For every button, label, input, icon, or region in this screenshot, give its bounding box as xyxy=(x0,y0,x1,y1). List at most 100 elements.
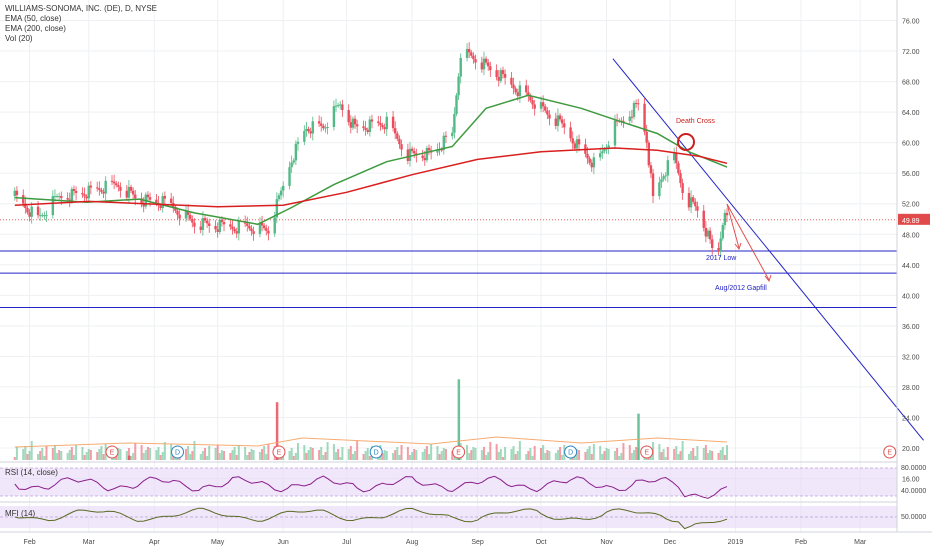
volume-bar xyxy=(525,454,528,460)
candle-body xyxy=(592,157,596,168)
candle-body xyxy=(588,158,591,163)
candle-body xyxy=(214,225,217,230)
candle-body xyxy=(489,66,492,71)
mfi-band xyxy=(0,506,897,528)
volume-bar xyxy=(229,453,232,460)
candle-body xyxy=(83,194,86,197)
candle-body xyxy=(216,229,219,232)
volume-bar xyxy=(305,453,308,460)
time-tick-label: Sep xyxy=(471,539,484,546)
volume-bar xyxy=(214,448,217,460)
candle-body xyxy=(281,185,285,191)
volume-bar xyxy=(554,453,557,460)
volume-bar xyxy=(233,447,236,460)
volume-bar xyxy=(132,453,135,460)
candle-body xyxy=(30,206,33,217)
volume-bar xyxy=(96,452,99,460)
mfi-pane-label: MFI (14) xyxy=(5,509,36,518)
volume-bar xyxy=(117,448,120,460)
volume-bar xyxy=(470,450,473,460)
volume-bar xyxy=(130,456,133,460)
volume-bar xyxy=(149,448,152,460)
candle-body xyxy=(453,114,456,133)
volume-bar xyxy=(630,453,633,460)
volume-bar xyxy=(694,456,697,460)
candle-body xyxy=(413,151,416,154)
volume-bar xyxy=(561,455,564,460)
volume-bar xyxy=(423,449,426,460)
candle-body xyxy=(15,190,19,196)
volume-bar xyxy=(675,446,678,460)
volume-bar xyxy=(320,447,323,460)
volume-bar xyxy=(516,451,519,460)
time-tick-label: Jun xyxy=(278,539,289,546)
candle-body xyxy=(689,197,693,208)
rsi-line xyxy=(14,475,728,499)
volume-bar xyxy=(146,447,149,460)
candle-body xyxy=(451,132,454,137)
candle-body xyxy=(104,180,107,194)
volume-bar xyxy=(303,445,306,460)
volume-bar xyxy=(533,446,536,460)
earnings-marker-text: E xyxy=(456,450,461,457)
candle-body xyxy=(292,160,295,163)
volume-bar xyxy=(717,453,720,460)
volume-bar xyxy=(451,451,454,460)
candle-body xyxy=(112,181,116,184)
volume-bar xyxy=(125,451,128,460)
volume-bar xyxy=(518,441,521,460)
volume-bar xyxy=(252,450,255,460)
volume-spike-bar xyxy=(637,413,640,460)
candle-body xyxy=(142,203,145,207)
candle-body xyxy=(533,104,536,109)
candle-body xyxy=(193,222,196,227)
time-tick-label: Feb xyxy=(795,539,807,546)
price-tick-label: 60.00 xyxy=(902,141,920,148)
volume-bar xyxy=(250,449,253,460)
volume-bar xyxy=(81,447,84,460)
volume-bar xyxy=(428,454,431,460)
candle-body xyxy=(201,218,205,230)
volume-bar xyxy=(263,446,266,460)
candle-body xyxy=(235,231,238,234)
time-tick-label: Mar xyxy=(83,539,96,546)
candle-body xyxy=(307,128,310,132)
volume-bar xyxy=(588,446,591,460)
volume-bar xyxy=(248,452,251,460)
earnings-marker-text: E xyxy=(277,450,282,457)
candle-body xyxy=(377,121,380,124)
time-tick-label: Jul xyxy=(342,539,351,546)
candle-body xyxy=(503,73,507,78)
volume-bar xyxy=(425,446,428,460)
volume-bar xyxy=(709,450,712,460)
candle-body xyxy=(74,190,78,193)
volume-bar xyxy=(199,454,202,460)
volume-bar xyxy=(666,447,669,460)
candle-body xyxy=(427,147,431,151)
ema50-line xyxy=(14,94,728,226)
volume-bar xyxy=(246,455,249,460)
volume-bar xyxy=(39,451,42,460)
volume-bar xyxy=(527,451,530,460)
candle-body xyxy=(205,220,209,224)
volume-bar xyxy=(394,450,397,460)
candle-body xyxy=(474,59,477,63)
candle-body xyxy=(398,138,401,145)
volume-bar xyxy=(719,450,722,460)
last-price-tag xyxy=(898,213,930,225)
volume-bar xyxy=(258,452,261,460)
volume-bar xyxy=(622,443,625,460)
candle-body xyxy=(486,62,490,67)
price-tick-label: 48.00 xyxy=(902,232,920,239)
volume-bar xyxy=(658,444,661,460)
candle-body xyxy=(246,223,249,226)
volume-bar xyxy=(45,446,48,460)
candle-body xyxy=(457,76,460,96)
candle-body xyxy=(81,192,84,195)
volume-bar xyxy=(679,451,682,460)
candle-body xyxy=(548,114,551,119)
candle-body xyxy=(708,230,712,240)
candle-body xyxy=(440,149,443,151)
candle-body xyxy=(70,188,74,202)
